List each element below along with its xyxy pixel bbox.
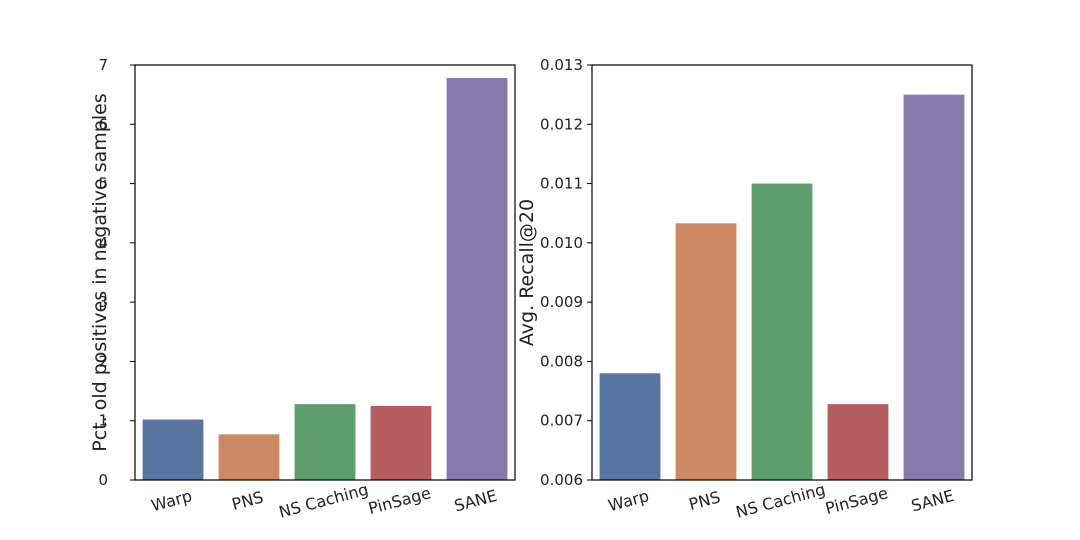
bar-sane [903, 94, 965, 480]
y-axis-title: Pct. old positives in negative samples [89, 93, 111, 451]
bar-pns [675, 223, 737, 481]
y-tick-label: 0.012 [540, 115, 583, 133]
y-tick-label: 0.013 [540, 56, 583, 74]
bar-warp [599, 373, 661, 480]
y-tick-label: 3 [98, 293, 108, 311]
x-tick-label: Warp [606, 486, 651, 515]
x-tick-label: SANE [452, 486, 499, 516]
axes-frame [591, 64, 973, 481]
y-tick-label: 0.011 [540, 175, 583, 193]
x-tick-label: PinSage [823, 483, 890, 518]
y-tick-label: 1 [98, 412, 108, 430]
y-tick-label: 4 [98, 234, 108, 252]
bar-ns-caching [751, 183, 813, 480]
bar-ns-caching [294, 404, 356, 480]
x-tick-label: Warp [149, 486, 194, 515]
axes-frame [134, 64, 516, 481]
chart-panel-2: 0.006 0.007 0.008 0.009 0.010 0.011 0.012 0.013… [516, 56, 973, 522]
x-tick-label: PinSage [366, 483, 433, 518]
x-tick-label: SANE [909, 486, 956, 516]
y-tick-label: 0.007 [540, 412, 583, 430]
y-tick-label: 2 [98, 352, 108, 370]
bar-warp [142, 419, 204, 480]
x-tick-label: NS Caching [734, 480, 828, 522]
bar-pinsage [370, 405, 432, 480]
x-tick-label: NS Caching [277, 480, 371, 522]
bar-pns [218, 434, 280, 480]
x-tick-label: PNS [230, 487, 266, 514]
y-tick-label: 0.006 [540, 471, 583, 489]
bar-pinsage [827, 404, 889, 480]
bar-sane [446, 78, 508, 480]
y-tick-label: 7 [98, 56, 108, 74]
y-tick-label: 6 [98, 115, 108, 133]
y-tick-label: 0.010 [540, 234, 583, 252]
y-tick-label: 0 [98, 471, 108, 489]
y-tick-label: 5 [98, 175, 108, 193]
x-tick-label: PNS [687, 487, 723, 514]
y-tick-label: 0.008 [540, 352, 583, 370]
y-tick-label: 0.009 [540, 293, 583, 311]
y-axis-title: Avg. Recall@20 [516, 199, 538, 346]
